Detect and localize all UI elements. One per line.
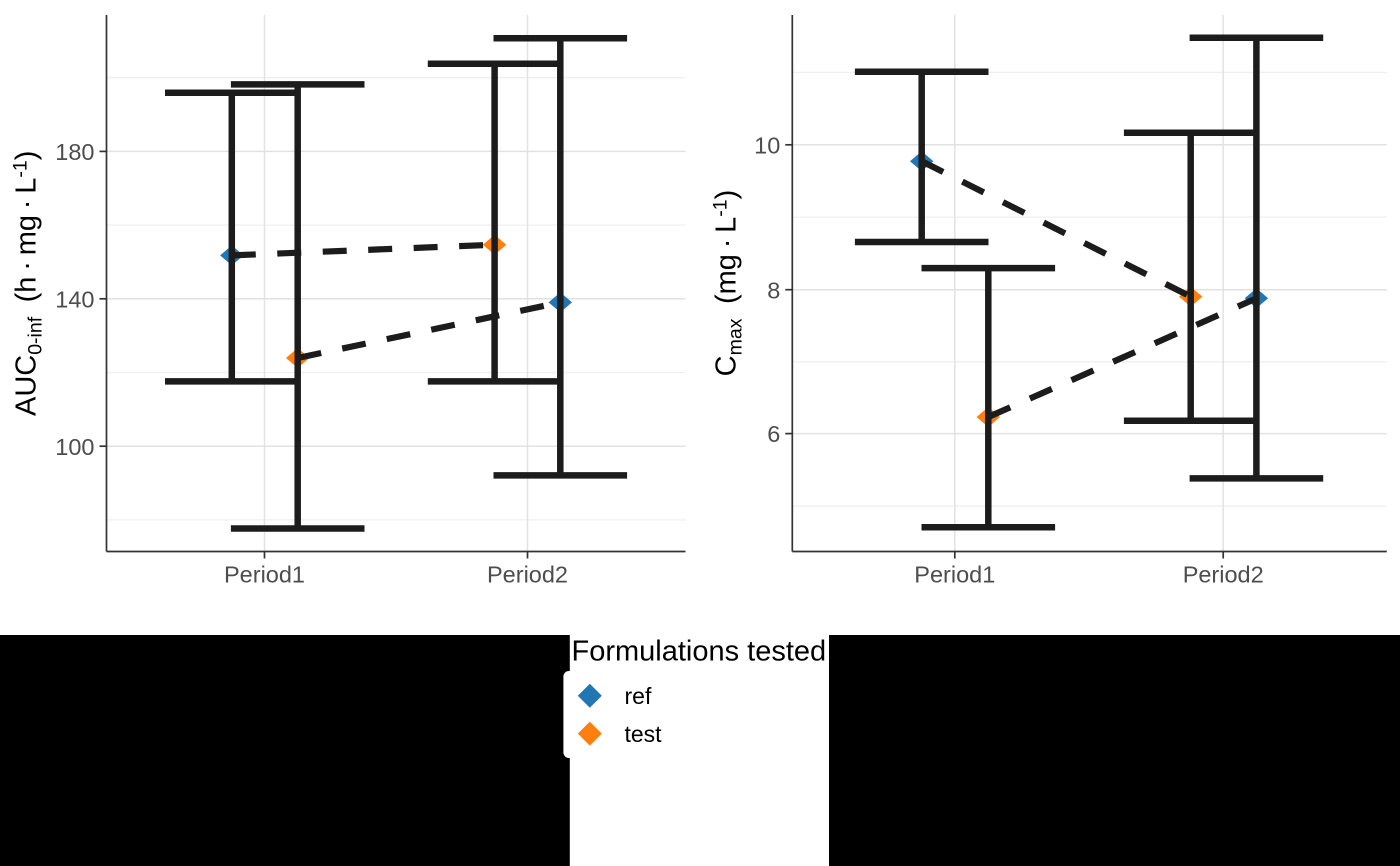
svg-text:Period1: Period1	[224, 562, 305, 588]
svg-text:8: 8	[767, 277, 780, 303]
svg-text:ref: ref	[625, 683, 652, 709]
svg-text:6: 6	[767, 421, 780, 447]
svg-text:Period1: Period1	[914, 562, 995, 588]
svg-text:AUC0-inf (h · mg · L-1): AUC0-inf (h · mg · L-1)	[9, 151, 46, 416]
svg-text:10: 10	[754, 132, 780, 158]
svg-text:test: test	[625, 721, 663, 747]
svg-text:Cmax (mg · L-1): Cmax (mg · L-1)	[710, 190, 747, 377]
svg-text:Period2: Period2	[487, 562, 568, 588]
svg-text:100: 100	[55, 434, 94, 460]
svg-text:Formulations tested: Formulations tested	[572, 636, 827, 668]
svg-text:Period2: Period2	[1183, 562, 1264, 588]
svg-text:140: 140	[55, 286, 94, 312]
svg-text:180: 180	[55, 139, 94, 165]
